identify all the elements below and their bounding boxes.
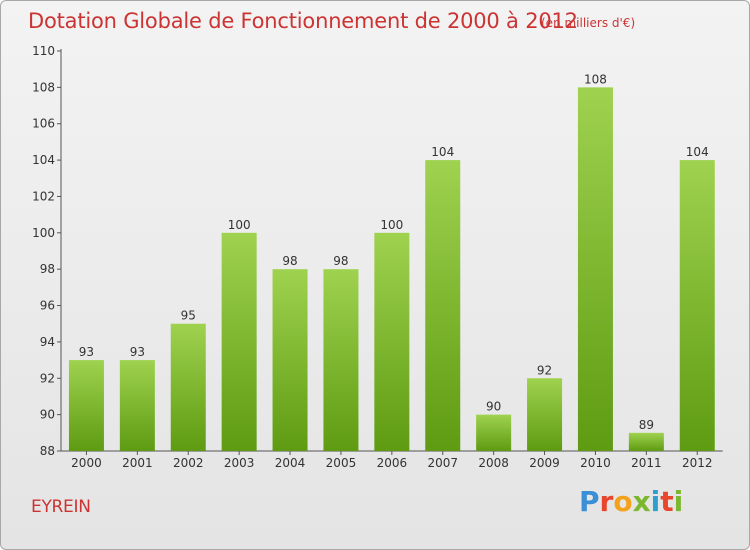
- bar-2001: [119, 360, 155, 451]
- data-labels: 93 93 95 100 98 98 100 104 90 92 108 89 104: [79, 72, 709, 431]
- x-tick-label: 2002: [173, 456, 204, 470]
- y-tick-label: 106: [32, 117, 55, 131]
- y-tick-label: 104: [32, 153, 55, 167]
- bar-2002: [170, 323, 206, 451]
- logo-letter: x: [632, 485, 651, 518]
- x-tick-label: 2012: [682, 456, 713, 470]
- y-tick-label: 90: [40, 408, 55, 422]
- data-label: 98: [282, 254, 297, 268]
- y-tick-label: 102: [32, 189, 55, 203]
- data-label: 92: [537, 363, 552, 377]
- bar-2008: [476, 414, 512, 451]
- data-label: 90: [486, 400, 501, 414]
- data-label: 98: [333, 254, 348, 268]
- x-tick-label: 2010: [580, 456, 611, 470]
- bar-2004: [272, 269, 308, 451]
- chart-subtitle: (en milliers d'€): [541, 16, 636, 30]
- data-label: 93: [130, 345, 145, 359]
- logo-letter: i: [673, 485, 684, 518]
- x-tick-label: 2004: [275, 456, 306, 470]
- bar-2006: [374, 232, 410, 451]
- data-label: 108: [584, 72, 607, 86]
- y-tick-label: 98: [40, 262, 55, 276]
- x-tick-label: 2007: [427, 456, 458, 470]
- y-tick-label: 92: [40, 371, 55, 385]
- data-label: 104: [686, 145, 709, 159]
- x-tick-label: 2000: [71, 456, 102, 470]
- logo-letter: t: [660, 485, 674, 518]
- x-tick-label: 2009: [529, 456, 560, 470]
- data-label: 104: [431, 145, 454, 159]
- axes: 88 90 92 94 96 98 100 102 104 106 108 110 2000 2001 20…: [32, 44, 723, 470]
- proxiti-logo[interactable]: Proxiti: [579, 485, 683, 518]
- logo-letter: o: [613, 485, 633, 518]
- bar-2003: [221, 232, 257, 451]
- x-tick-label: 2006: [377, 456, 408, 470]
- x-tick-label: 2011: [631, 456, 662, 470]
- y-tick-label: 88: [40, 444, 55, 458]
- bar-2011: [628, 432, 664, 451]
- x-tick-label: 2003: [224, 456, 255, 470]
- bar-2005: [323, 269, 359, 451]
- bar-2007: [425, 160, 461, 451]
- logo-letter: i: [650, 485, 661, 518]
- bar-2009: [527, 378, 563, 451]
- bar-2010: [577, 87, 613, 451]
- data-label: 93: [79, 345, 94, 359]
- logo-letter: r: [599, 485, 614, 518]
- bar-2012: [679, 160, 715, 451]
- chart-title: Dotation Globale de Fonctionnement de 20…: [28, 9, 578, 33]
- logo-letter: P: [579, 485, 600, 518]
- y-tick-label: 94: [40, 335, 55, 349]
- bars: [68, 87, 715, 451]
- y-tick-label: 108: [32, 80, 55, 94]
- x-tick-label: 2005: [326, 456, 357, 470]
- bar-2000: [68, 360, 104, 451]
- y-tick-label: 96: [40, 299, 55, 313]
- data-label: 95: [181, 309, 196, 323]
- y-tick-label: 110: [32, 44, 55, 58]
- data-label: 89: [639, 418, 654, 432]
- x-tick-label: 2008: [478, 456, 509, 470]
- x-tick-label: 2001: [122, 456, 153, 470]
- data-label: 100: [380, 218, 403, 232]
- data-label: 100: [228, 218, 251, 232]
- y-tick-label: 100: [32, 226, 55, 240]
- place-name: EYREIN: [31, 497, 91, 517]
